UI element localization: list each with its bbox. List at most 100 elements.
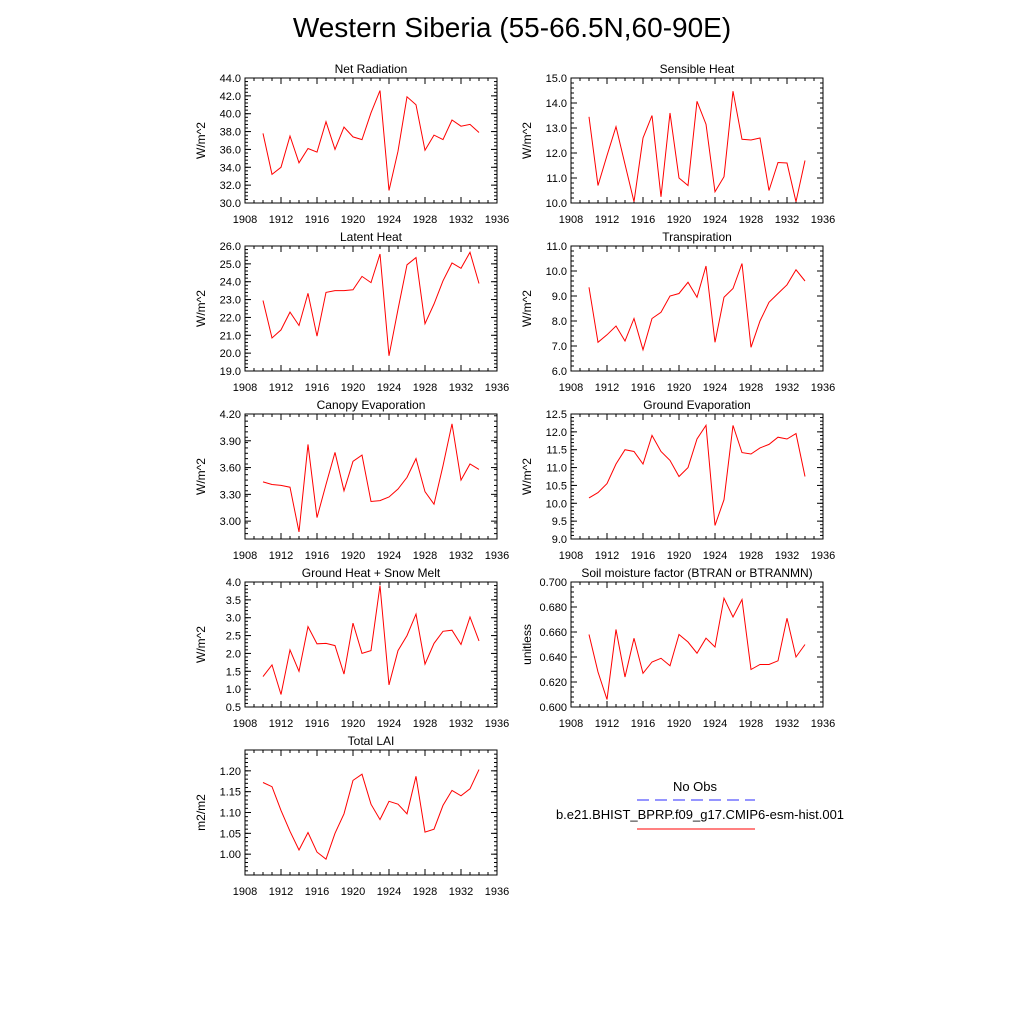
panel-2-ytick-label: 12.0	[546, 148, 567, 160]
panel-1-ytick-label: 38.0	[220, 127, 241, 139]
panel-1-xtick-label: 1920	[341, 214, 365, 226]
panel-2-title: Sensible Heat	[660, 62, 735, 76]
panel-6-title: Ground Evaporation	[643, 398, 750, 412]
panel-1-ytick-label: 36.0	[220, 144, 241, 156]
panel-7-ytick-label: 1.5	[226, 666, 241, 678]
legend-model-label: b.e21.BHIST_BPRP.f09_g17.CMIP6-esm-hist.…	[555, 807, 845, 822]
panel-3-xtick-label: 1932	[449, 382, 473, 394]
panel-6-xtick-label: 1920	[667, 550, 691, 562]
panel-5-ytick-label: 3.60	[220, 463, 241, 475]
panel-6-ytick-label: 11.5	[546, 445, 567, 457]
panel-6-xtick-label: 1912	[595, 550, 619, 562]
panel-2-frame	[570, 77, 824, 204]
panel-6-xtick-label: 1916	[631, 550, 655, 562]
panel-4-xtick-label: 1936	[811, 382, 835, 394]
panel-7-xtick-label: 1928	[413, 718, 437, 730]
panel-1-xtick-label: 1912	[269, 214, 293, 226]
panel-6-ylabel: W/m^2	[520, 458, 534, 495]
panel-6-frame	[570, 413, 824, 540]
panel-7-frame	[244, 581, 498, 708]
panel-8-ytick-label: 0.640	[539, 652, 567, 664]
panel-4-ytick-label: 8.0	[552, 316, 567, 328]
panel-5-xtick-label: 1912	[269, 550, 293, 562]
panel-4-xtick-label: 1912	[595, 382, 619, 394]
panel-3-xtick-label: 1928	[413, 382, 437, 394]
panel-3-xtick-label: 1908	[233, 382, 257, 394]
panel-9-ytick-label: 1.20	[220, 766, 241, 778]
panel-9-xtick-label: 1920	[341, 886, 365, 898]
panel-6-xtick-label: 1908	[559, 550, 583, 562]
panel-3-ytick-label: 23.0	[220, 295, 241, 307]
panel-4-title: Transpiration	[662, 230, 732, 244]
panel-3-series-line	[262, 251, 480, 356]
panel-6-xtick-label: 1932	[775, 550, 799, 562]
panel-2-xtick-label: 1920	[667, 214, 691, 226]
panel-4-xtick-label: 1920	[667, 382, 691, 394]
panel-2-xtick-label: 1928	[739, 214, 763, 226]
panel-8-ytick-label: 0.660	[539, 627, 567, 639]
legend-obs-label: No Obs	[672, 779, 718, 794]
panel-7-ytick-label: 2.0	[226, 648, 241, 660]
page-title: Western Siberia (55-66.5N,60-90E)	[292, 12, 732, 43]
panel-1-ytick-label: 32.0	[220, 180, 241, 192]
panel-4-xtick-label: 1932	[775, 382, 799, 394]
panel-3-ytick-label: 25.0	[220, 259, 241, 271]
panel-7-xtick-label: 1924	[377, 718, 401, 730]
panel-2-xtick-label: 1912	[595, 214, 619, 226]
panel-7-xtick-label: 1936	[485, 718, 509, 730]
panel-4-ytick-label: 11.0	[546, 241, 567, 253]
panel-6-xtick-label: 1924	[703, 550, 727, 562]
panel-2-ytick-label: 13.0	[546, 123, 567, 135]
panel-1-ytick-label: 30.0	[220, 198, 241, 210]
panel-7-xtick-label: 1912	[269, 718, 293, 730]
panel-2-ytick-label: 11.0	[546, 173, 567, 185]
panel-2-xtick-label: 1936	[811, 214, 835, 226]
panel-7-ytick-label: 3.0	[226, 613, 241, 625]
panel-9-ytick-label: 1.00	[220, 849, 241, 861]
panel-9-xtick-label: 1936	[485, 886, 509, 898]
panel-4-xtick-label: 1924	[703, 382, 727, 394]
panel-1-xtick-label: 1936	[485, 214, 509, 226]
panel-7-ytick-label: 3.5	[226, 595, 241, 607]
panel-4-ytick-label: 6.0	[552, 366, 567, 378]
panel-5-ytick-label: 3.00	[220, 516, 241, 528]
panel-6-ytick-label: 12.0	[546, 427, 567, 439]
panel-2-ylabel: W/m^2	[520, 122, 534, 159]
panel-3-ylabel: W/m^2	[194, 290, 208, 327]
panel-8-ytick-label: 0.620	[539, 677, 567, 689]
panel-2-xtick-label: 1932	[775, 214, 799, 226]
panel-8-ytick-label: 0.680	[539, 602, 567, 614]
panel-5-ylabel: W/m^2	[194, 458, 208, 495]
panel-8-title: Soil moisture factor (BTRAN or BTRANMN)	[581, 566, 812, 580]
panel-6-ytick-label: 9.5	[552, 516, 567, 528]
panel-9-title: Total LAI	[348, 734, 395, 748]
panel-2-xtick-label: 1916	[631, 214, 655, 226]
panel-9-xtick-label: 1912	[269, 886, 293, 898]
panel-1-xtick-label: 1908	[233, 214, 257, 226]
panel-3-xtick-label: 1936	[485, 382, 509, 394]
panel-9-xtick-label: 1908	[233, 886, 257, 898]
panel-8-xtick-label: 1916	[631, 718, 655, 730]
panel-5-series-line	[262, 423, 480, 532]
panel-5-ytick-label: 4.20	[220, 409, 241, 421]
panel-2-xtick-label: 1908	[559, 214, 583, 226]
panel-5-xtick-label: 1920	[341, 550, 365, 562]
panel-9-xtick-label: 1916	[305, 886, 329, 898]
panel-3-ytick-label: 19.0	[220, 366, 241, 378]
panel-8-xtick-label: 1936	[811, 718, 835, 730]
panel-2-series-line	[588, 91, 806, 202]
panel-7-title: Ground Heat + Snow Melt	[302, 566, 441, 580]
panel-3-ytick-label: 21.0	[220, 330, 241, 342]
panel-4-ylabel: W/m^2	[520, 290, 534, 327]
panel-3-xtick-label: 1916	[305, 382, 329, 394]
panel-5-xtick-label: 1916	[305, 550, 329, 562]
panel-4-ytick-label: 10.0	[546, 266, 567, 278]
panel-3-ytick-label: 22.0	[220, 312, 241, 324]
panel-6-xtick-label: 1936	[811, 550, 835, 562]
panel-3-xtick-label: 1920	[341, 382, 365, 394]
panel-4-series-line	[588, 263, 806, 352]
panel-4-frame	[570, 245, 824, 372]
panel-6-xtick-label: 1928	[739, 550, 763, 562]
panel-7-ytick-label: 1.0	[226, 684, 241, 696]
